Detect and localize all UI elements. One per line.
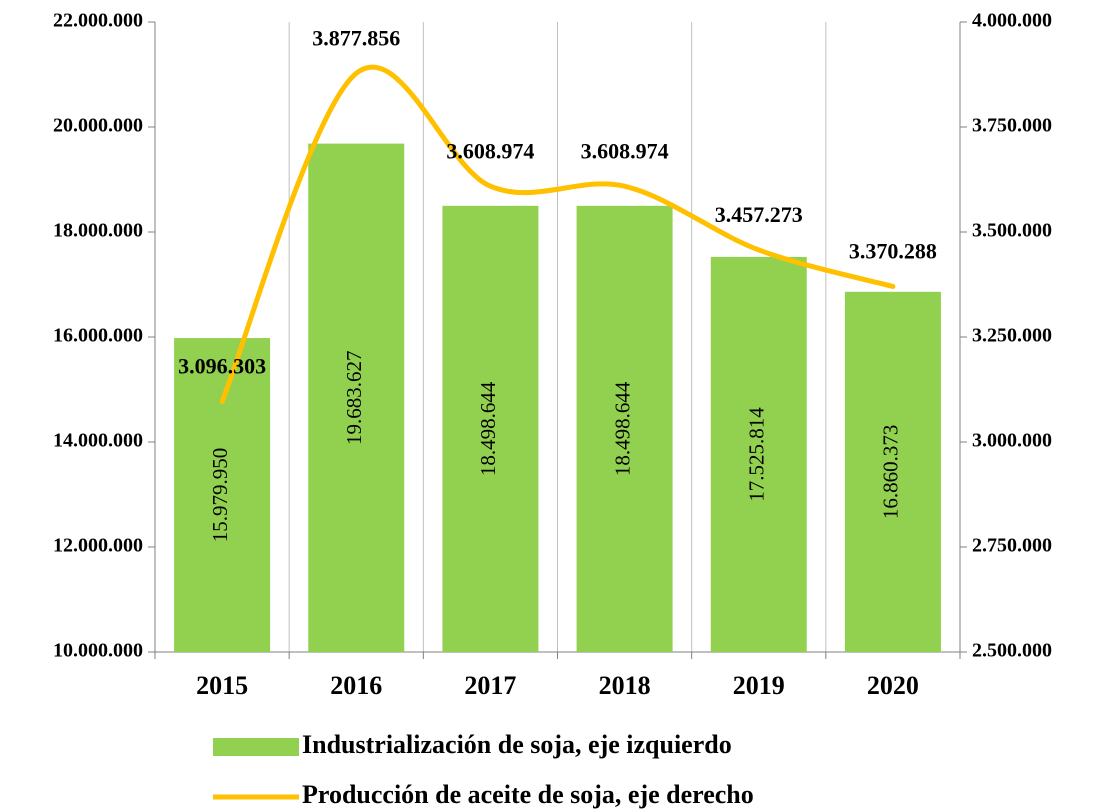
bar-value-label: 18.498.644 [476,381,500,476]
y2-tick-label: 3.500.000 [972,220,1052,242]
legend-swatch [213,738,299,756]
y-tick-label: 12.000.000 [53,535,143,557]
y-tick-label: 22.000.000 [53,10,143,32]
legend-label: Producción de aceite de soja, eje derech… [302,780,754,809]
y2-tick-label: 3.750.000 [972,115,1052,137]
line-value-label: 3.608.974 [446,138,534,163]
x-tick-label: 2018 [599,671,651,700]
x-tick-label: 2015 [196,671,248,700]
bar-value-label: 17.525.814 [745,407,769,502]
y-tick-label: 16.000.000 [53,325,143,347]
x-tick-label: 2020 [867,671,919,700]
bar [576,205,673,652]
line-value-label: 3.608.974 [581,138,669,163]
bar-value-label: 16.860.373 [879,425,903,520]
line-value-label: 3.877.856 [312,25,400,50]
y-tick-label: 20.000.000 [53,115,143,137]
line-value-label: 3.370.288 [849,239,937,264]
y2-tick-label: 2.500.000 [972,640,1052,662]
bar-value-label: 18.498.644 [610,381,634,476]
bar-value-label: 15.979.950 [208,448,232,543]
bar [174,338,271,652]
bar [442,205,539,652]
line [219,64,896,405]
legend-label: Industrialización de soja, eje izquierdo [302,730,732,759]
y-tick-label: 10.000.000 [53,640,143,662]
y2-tick-label: 3.000.000 [972,430,1052,452]
y-tick-label: 14.000.000 [53,430,143,452]
line-value-label: 3.457.273 [715,202,803,227]
y-tick-label: 18.000.000 [53,220,143,242]
bar [844,291,941,652]
bar-value-label: 19.683.627 [342,351,366,446]
x-tick-label: 2019 [733,671,785,700]
bar [710,256,807,652]
bar [308,143,405,652]
x-tick-label: 2017 [464,671,516,700]
y2-tick-label: 4.000.000 [972,10,1052,32]
y2-tick-label: 2.750.000 [972,535,1052,557]
x-tick-label: 2016 [330,671,382,700]
line-value-label: 3.096.303 [178,354,266,379]
y2-tick-label: 3.250.000 [972,325,1052,347]
